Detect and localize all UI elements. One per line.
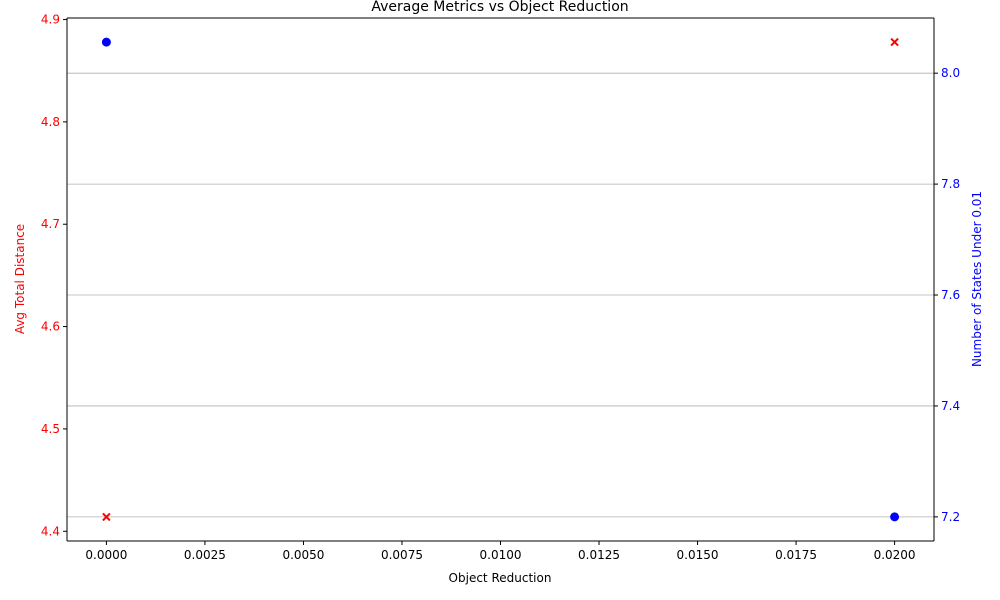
data-marks — [101, 37, 900, 522]
x-axis-label: Object Reduction — [449, 571, 552, 585]
x-tick-label: 0.0025 — [184, 548, 226, 562]
y-left-tick-label: 4.6 — [41, 320, 60, 334]
y-right-tick-label: 7.8 — [941, 177, 960, 191]
axes: 0.0000 0.0025 0.0050 0.0075 0.0100 0.0125 0.01… — [41, 13, 960, 562]
data-point-x-marker — [102, 512, 111, 522]
y-left-tick-label: 4.5 — [41, 422, 60, 436]
x-tick-label: 0.0125 — [578, 548, 620, 562]
x-tick-label: 0.0200 — [874, 548, 916, 562]
data-point-x-marker — [890, 37, 899, 47]
data-point-circle-marker — [101, 37, 111, 47]
plot-background — [67, 18, 934, 541]
chart-title: Average Metrics vs Object Reduction — [371, 0, 628, 15]
x-tick-label: 0.0150 — [677, 548, 719, 562]
data-point-circle-marker — [890, 512, 900, 522]
y-left-tick-label: 4.8 — [41, 115, 60, 129]
grid-lines — [67, 72, 934, 518]
y-left-axis-label: Avg Total Distance — [13, 224, 27, 334]
x-tick-label: 0.0175 — [775, 548, 817, 562]
y-right-axis-label: Number of States Under 0.01 — [970, 191, 984, 367]
x-marker-stroke — [890, 37, 899, 47]
y-left-tick-label: 4.7 — [41, 217, 60, 231]
x-tick-label: 0.0075 — [381, 548, 423, 562]
x-tick-label: 0.0050 — [282, 548, 324, 562]
x-tick-label: 0.0100 — [480, 548, 522, 562]
x-tick-label: 0.0000 — [85, 548, 127, 562]
y-right-tick-label: 7.2 — [941, 510, 960, 524]
x-marker-stroke — [102, 512, 111, 522]
y-right-tick-label: 7.6 — [941, 288, 960, 302]
y-left-tick-label: 4.9 — [41, 13, 60, 27]
y-left-tick-label: 4.4 — [41, 524, 60, 538]
y-right-tick-label: 8.0 — [941, 66, 960, 80]
y-right-tick-label: 7.4 — [941, 399, 960, 413]
